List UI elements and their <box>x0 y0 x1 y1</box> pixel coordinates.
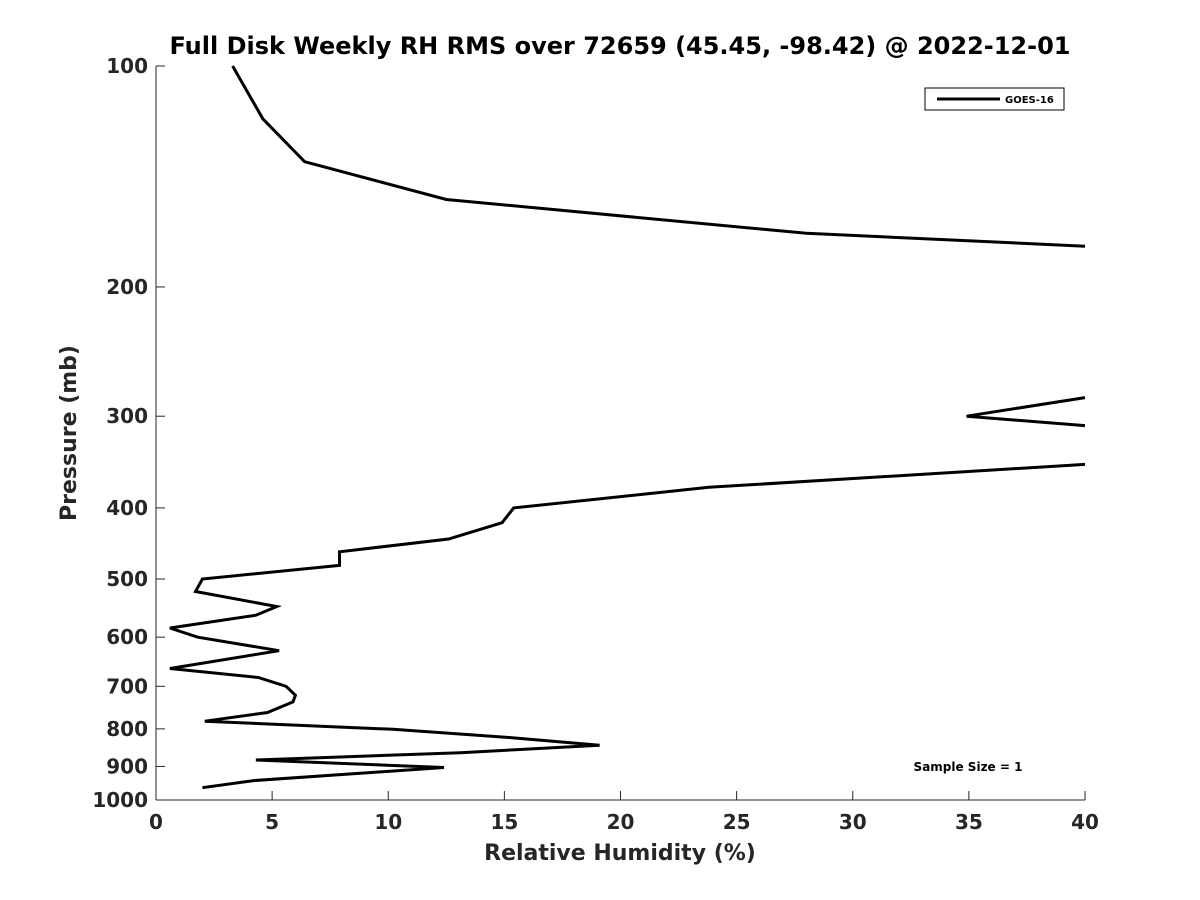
x-tick-label: 0 <box>149 810 163 834</box>
x-tick-label: 25 <box>723 810 751 834</box>
y-tick-label: 300 <box>106 404 148 428</box>
y-tick-label: 600 <box>106 625 148 649</box>
x-axis-label: Relative Humidity (%) <box>484 841 756 866</box>
plot-axes <box>155 66 1085 801</box>
x-tick-label: 40 <box>1071 810 1099 834</box>
y-tick-label: 800 <box>106 717 148 741</box>
y-axis-ticks: 100 200 300 400 500 600 700 800 900 1000 <box>92 54 165 812</box>
series-line-goes-16 <box>169 65 1086 790</box>
series-layer <box>169 65 1086 790</box>
x-tick-label: 5 <box>265 810 279 834</box>
chart-title: Full Disk Weekly RH RMS over 72659 (45.4… <box>169 32 1070 60</box>
x-axis-ticks: 0 5 10 15 20 25 30 35 40 <box>149 791 1099 834</box>
y-tick-label: 500 <box>106 567 148 591</box>
y-tick-label: 400 <box>106 496 148 520</box>
x-tick-label: 30 <box>839 810 867 834</box>
legend-entry-goes-16: GOES-16 <box>1005 95 1054 106</box>
x-tick-label: 15 <box>490 810 518 834</box>
y-tick-label: 1000 <box>92 788 148 812</box>
x-tick-label: 20 <box>607 810 635 834</box>
y-tick-label: 100 <box>106 54 148 78</box>
y-tick-label: 200 <box>106 275 148 299</box>
y-axis-label: Pressure (mb) <box>57 345 82 521</box>
legend: GOES-16 <box>924 87 1065 111</box>
y-tick-label: 700 <box>106 674 148 698</box>
y-tick-label: 900 <box>106 754 148 778</box>
sample-size-annotation: Sample Size = 1 <box>914 760 1023 774</box>
x-tick-label: 35 <box>955 810 983 834</box>
x-tick-label: 10 <box>374 810 402 834</box>
